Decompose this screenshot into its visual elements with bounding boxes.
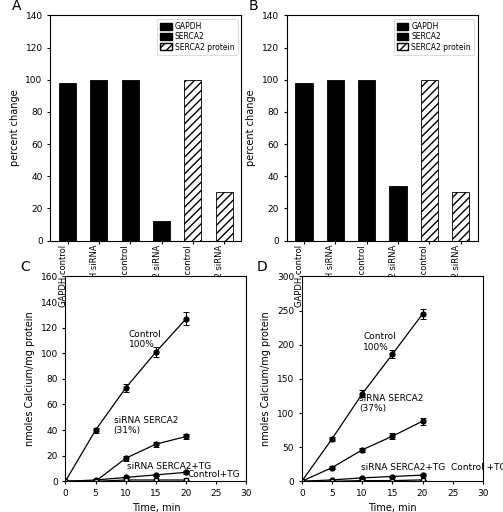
Y-axis label: percent change: percent change (10, 90, 20, 166)
Bar (358, 80, 375, 241)
Y-axis label: nmoles Calcium/mg protein: nmoles Calcium/mg protein (262, 311, 271, 446)
Text: D: D (257, 261, 267, 274)
Bar (216, 193, 233, 241)
Text: Control
100%: Control 100% (129, 330, 161, 349)
Bar (90, 80, 108, 241)
Bar (295, 83, 312, 241)
Text: siRNA SERCA2
(37%): siRNA SERCA2 (37%) (359, 394, 424, 413)
Bar (184, 80, 202, 241)
Legend: GAPDH, SERCA2, SERCA2 protein: GAPDH, SERCA2, SERCA2 protein (157, 19, 237, 55)
Bar (452, 193, 469, 241)
Bar (389, 186, 406, 241)
Text: B: B (248, 0, 258, 13)
Text: Control
100%: Control 100% (363, 332, 396, 352)
Bar (59, 83, 76, 241)
Y-axis label: nmoles Calcium/mg protein: nmoles Calcium/mg protein (25, 311, 35, 446)
Text: A: A (12, 0, 22, 13)
Text: siRNA SERCA2+TG  Control +TG: siRNA SERCA2+TG Control +TG (361, 463, 503, 472)
Bar (421, 80, 438, 241)
X-axis label: Time, min: Time, min (132, 503, 180, 512)
Text: siRNA SERCA2+TG: siRNA SERCA2+TG (127, 462, 211, 471)
Text: Control+TG: Control+TG (187, 471, 240, 479)
Legend: GAPDH, SERCA2, SERCA2 protein: GAPDH, SERCA2, SERCA2 protein (394, 19, 474, 55)
Bar (153, 221, 170, 241)
Bar (326, 80, 344, 241)
Text: C: C (20, 261, 30, 274)
Bar (122, 80, 139, 241)
Y-axis label: percent change: percent change (246, 90, 256, 166)
X-axis label: Time, min: Time, min (368, 503, 416, 512)
Text: siRNA SERCA2
(31%): siRNA SERCA2 (31%) (114, 416, 178, 435)
